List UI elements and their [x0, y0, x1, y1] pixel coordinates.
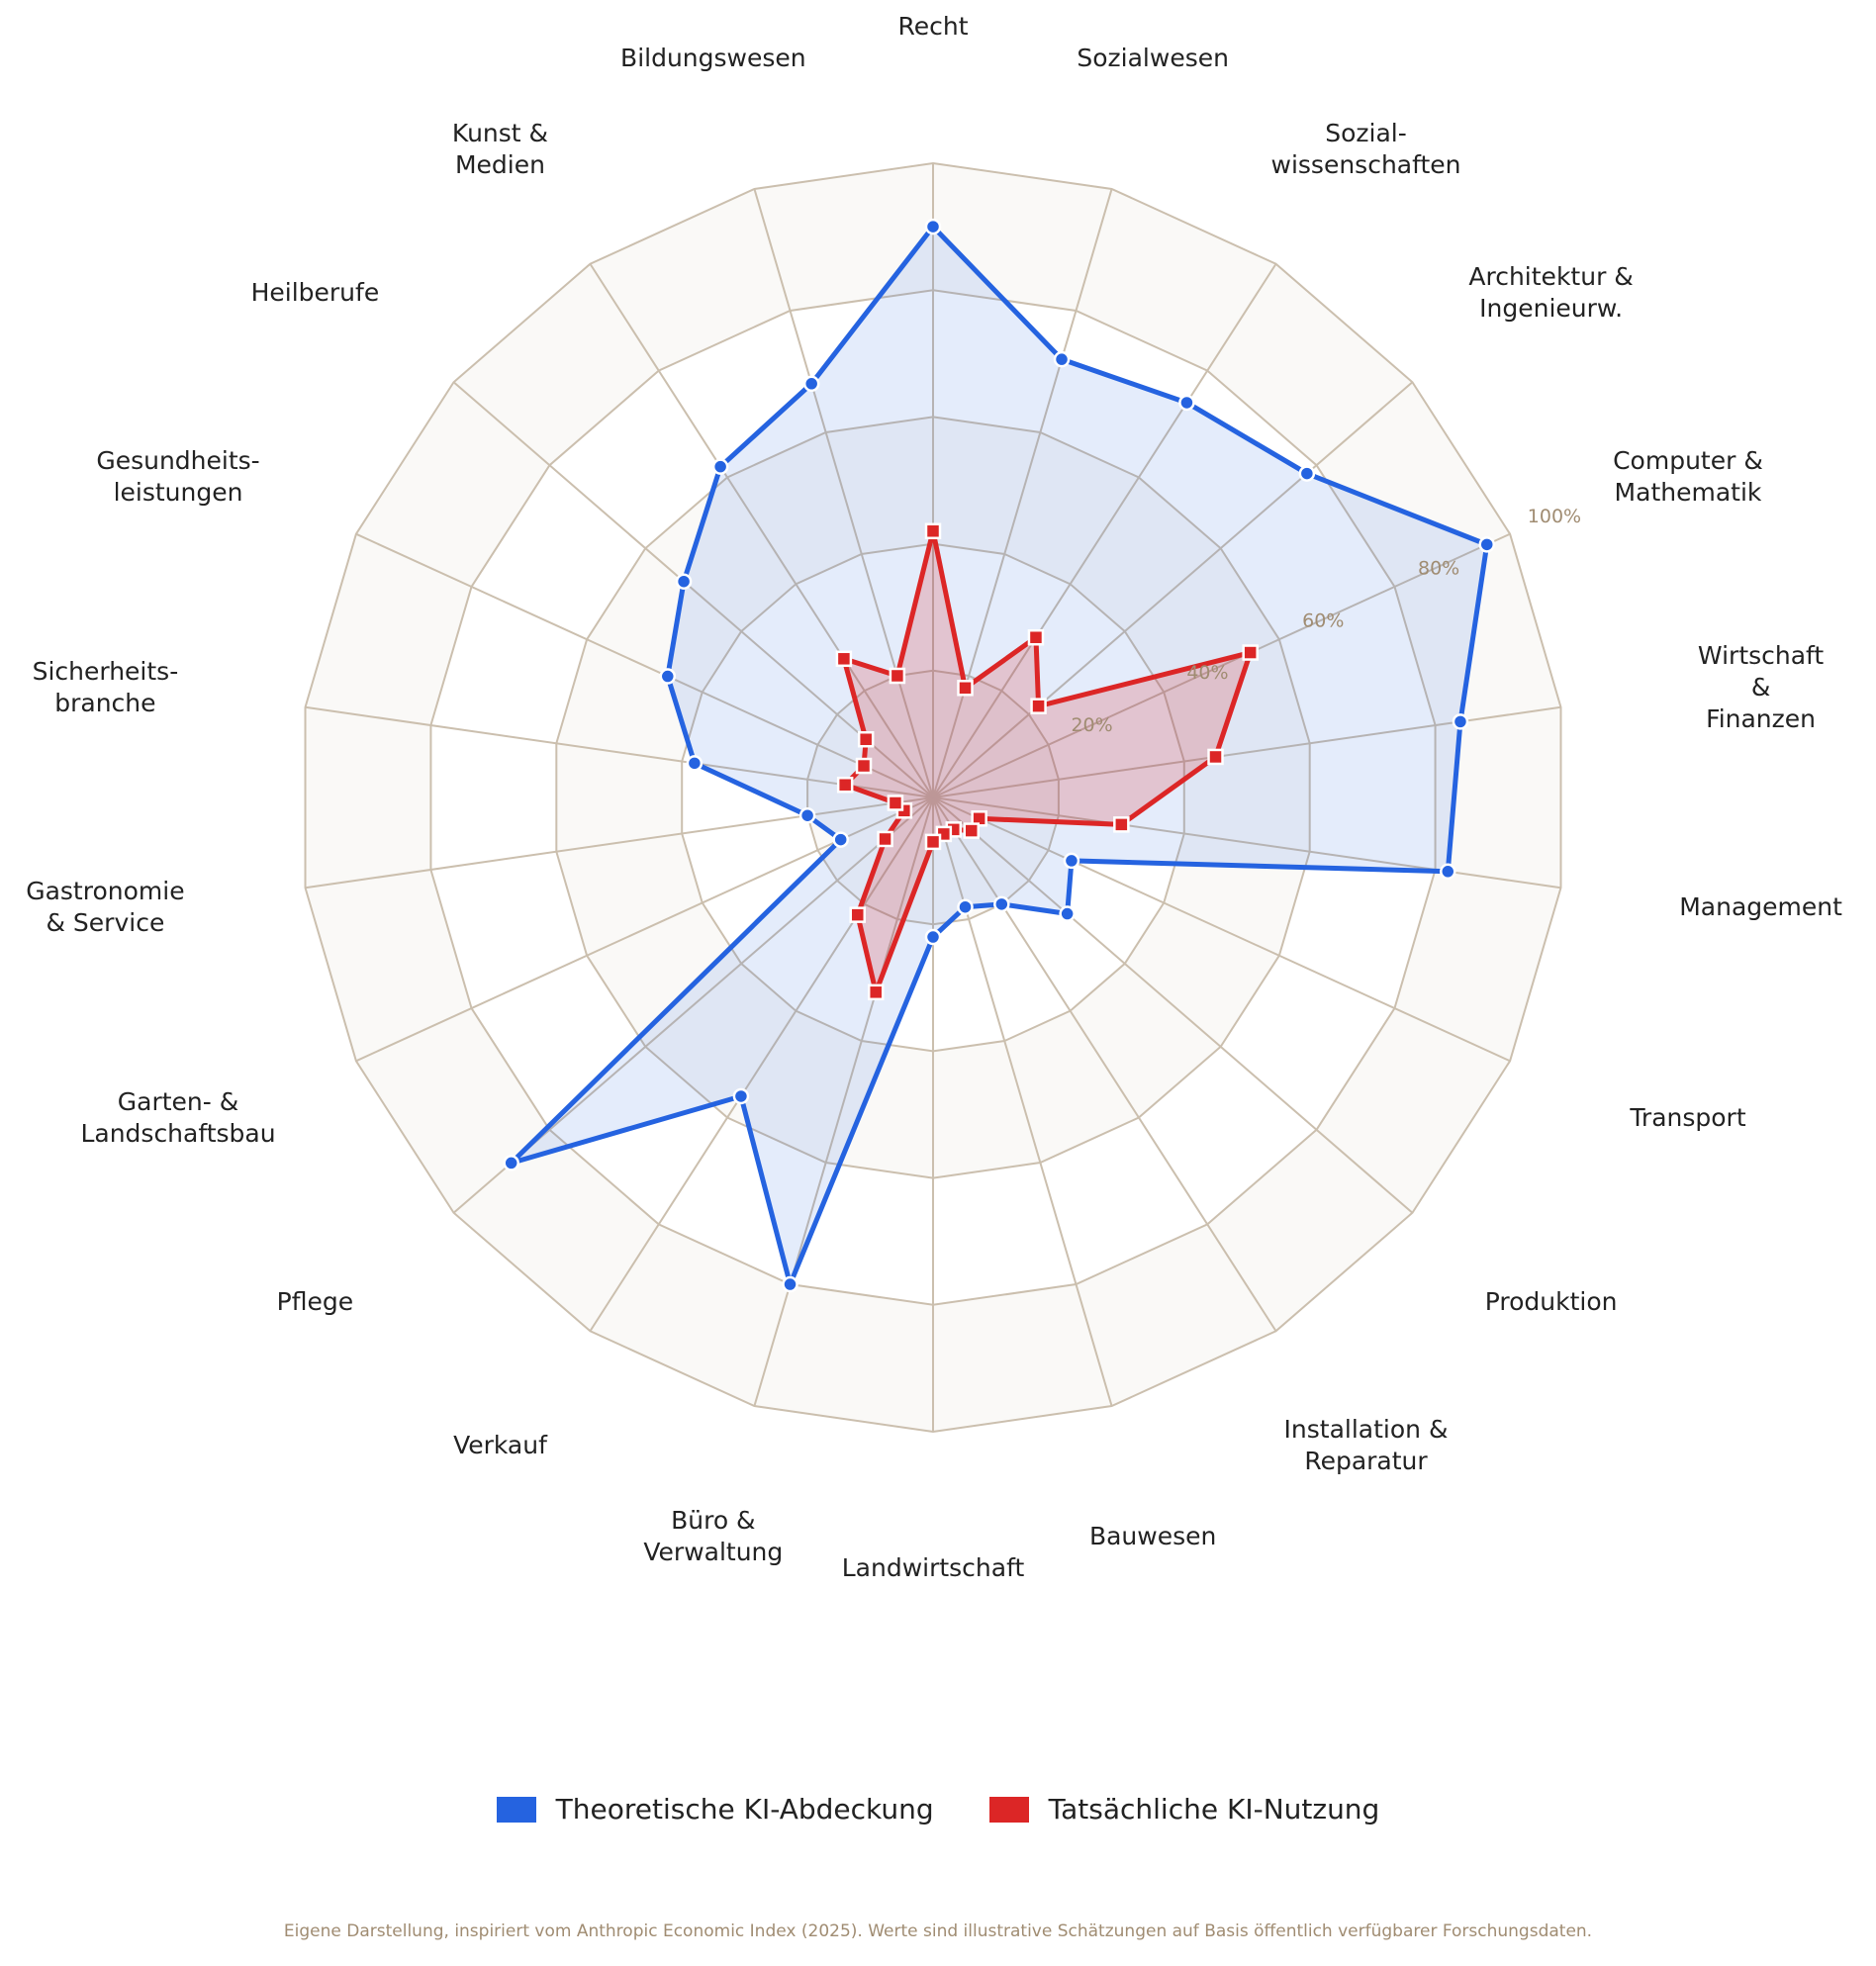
- point: [1053, 350, 1071, 368]
- point: [1063, 852, 1080, 870]
- point: [503, 1155, 519, 1171]
- axis-spoke: [932, 796, 1113, 1407]
- legend-item: Theoretische KI-Abdeckung: [496, 1793, 934, 1826]
- category-label: Garten- & Landschaftsbau: [80, 1086, 276, 1148]
- legend-swatch: [988, 1796, 1029, 1823]
- point: [732, 1087, 750, 1105]
- category-label: Sozial- wissenschaften: [1270, 118, 1461, 179]
- point: [887, 795, 904, 811]
- legend: Theoretische KI-Abdeckung Tatsächliche KI…: [0, 1793, 1876, 1826]
- point: [1242, 644, 1259, 661]
- point: [1059, 905, 1076, 922]
- point: [889, 667, 906, 685]
- category-label: Recht: [897, 12, 969, 41]
- point: [957, 680, 974, 697]
- legend-label: Tatsächliche KI-Nutzung: [1048, 1793, 1380, 1826]
- point: [924, 928, 942, 946]
- category-label: Installation & Reparatur: [1283, 1415, 1449, 1476]
- axis-spoke: [932, 381, 1414, 798]
- axis-spoke: [589, 796, 934, 1332]
- legend-swatch: [496, 1796, 536, 1823]
- point: [659, 668, 677, 685]
- category-label: Transport: [1630, 1102, 1746, 1132]
- axis-spoke: [932, 796, 1277, 1332]
- point: [832, 831, 849, 848]
- category-label: Sicherheits- branche: [32, 657, 179, 718]
- point: [924, 833, 942, 851]
- point: [857, 730, 875, 748]
- point: [675, 573, 693, 590]
- point: [849, 906, 867, 923]
- r-tick-label: 100%: [1528, 506, 1581, 527]
- axis-spoke: [305, 705, 934, 798]
- point: [711, 458, 729, 475]
- point: [1207, 748, 1224, 766]
- category-label: Büro & Verwaltung: [643, 1506, 784, 1567]
- category-label: Verkauf: [453, 1431, 547, 1460]
- category-label: Computer & Mathematik: [1613, 446, 1763, 508]
- point: [963, 822, 981, 839]
- axis-spoke: [753, 796, 934, 1407]
- footnote: Eigene Darstellung, inspiriert vom Anthr…: [283, 1921, 1593, 1941]
- point: [855, 757, 873, 775]
- axis-spoke: [932, 796, 1561, 889]
- category-label: Gastronomie & Service: [26, 876, 185, 937]
- category-label: Wirtschaft & Finanzen: [1697, 641, 1825, 734]
- category-label: Produktion: [1484, 1287, 1618, 1317]
- point: [993, 895, 1010, 913]
- legend-label: Theoretische KI-Abdeckung: [555, 1793, 934, 1826]
- point: [836, 776, 854, 794]
- point: [1027, 628, 1045, 646]
- category-label: Bauwesen: [1088, 1522, 1217, 1551]
- axis-spoke: [932, 263, 1277, 798]
- point: [1030, 698, 1047, 714]
- axis-spoke: [589, 263, 934, 798]
- category-label: Pflege: [276, 1287, 354, 1317]
- point: [798, 806, 816, 824]
- point: [877, 830, 893, 848]
- axis-spoke: [932, 796, 1414, 1214]
- point: [924, 522, 942, 540]
- point: [1298, 465, 1316, 482]
- category-label: Architektur & Ingenieurw.: [1468, 261, 1634, 323]
- point: [924, 218, 942, 235]
- point: [867, 983, 885, 1001]
- r-tick-label: 60%: [1302, 609, 1344, 631]
- point: [1452, 713, 1469, 730]
- point: [1178, 394, 1195, 412]
- axis-spoke: [753, 188, 934, 798]
- r-tick-label: 20%: [1071, 714, 1112, 736]
- r-tick-label: 40%: [1186, 662, 1228, 684]
- axis-spoke: [452, 381, 934, 798]
- legend-item: Tatsächliche KI-Nutzung: [988, 1793, 1380, 1826]
- category-label: Kunst & Medien: [451, 118, 549, 179]
- axis-spoke: [305, 796, 934, 889]
- category-label: Bildungswesen: [620, 43, 806, 72]
- category-label: Landwirtschaft: [841, 1553, 1025, 1582]
- point: [782, 1275, 798, 1293]
- point: [686, 755, 704, 772]
- r-tick-label: 80%: [1418, 558, 1459, 580]
- point: [1478, 536, 1496, 553]
- point: [957, 898, 974, 915]
- point: [802, 375, 820, 393]
- axis-spoke: [932, 796, 1511, 1063]
- category-label: Gesundheits- leistungen: [96, 446, 260, 508]
- point: [835, 650, 853, 668]
- category-label: Sozialwesen: [1077, 43, 1229, 72]
- axis-spoke: [932, 532, 1511, 798]
- category-label: Management: [1679, 891, 1842, 921]
- category-label: Heilberufe: [250, 277, 380, 307]
- point: [1113, 816, 1130, 833]
- axis-spoke: [355, 532, 934, 798]
- point: [1440, 863, 1456, 881]
